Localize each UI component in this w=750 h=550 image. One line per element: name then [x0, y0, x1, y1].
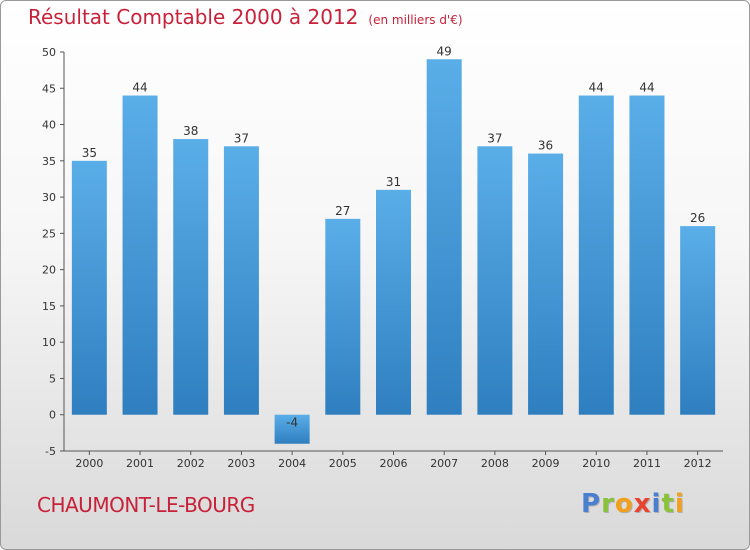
y-tick-label: 0 — [49, 409, 56, 422]
bar — [223, 146, 259, 415]
data-label: 37 — [487, 131, 502, 145]
y-tick-label: 50 — [42, 46, 56, 59]
data-label: 49 — [437, 44, 452, 58]
y-tick-label: 5 — [49, 372, 56, 385]
y-tick-label: 10 — [42, 336, 56, 349]
x-tick-label: 2009 — [532, 457, 560, 470]
data-label: 38 — [183, 124, 198, 138]
y-tick-label: 35 — [42, 155, 56, 168]
bar — [122, 95, 158, 415]
bar — [629, 95, 665, 415]
x-tick-label: 2008 — [481, 457, 509, 470]
proxiti-logo[interactable]: Proxiti — [581, 489, 685, 519]
title-text: Résultat Comptable 2000 à 2012 — [28, 5, 359, 29]
bar — [528, 153, 564, 415]
data-label: 35 — [82, 146, 97, 160]
data-label: 44 — [132, 81, 147, 95]
data-label: 31 — [386, 175, 401, 189]
logo-letter: x — [633, 489, 652, 519]
data-label: 44 — [639, 81, 654, 95]
x-tick-label: 2010 — [582, 457, 610, 470]
x-tick-label: 2012 — [684, 457, 712, 470]
chart-subtitle: (en milliers d'€) — [368, 13, 463, 27]
y-tick-label: 30 — [42, 191, 56, 204]
x-tick-label: 2000 — [75, 457, 103, 470]
bar — [426, 59, 462, 415]
y-tick-label: 15 — [42, 300, 56, 313]
bar — [274, 414, 310, 444]
bar — [173, 139, 209, 415]
bar — [325, 218, 361, 415]
y-tick-label: 40 — [42, 119, 56, 132]
data-label: 27 — [335, 204, 350, 218]
bar — [578, 95, 614, 415]
logo-letter: r — [601, 489, 615, 519]
data-label: -4 — [286, 416, 298, 430]
y-tick-label: 25 — [42, 227, 56, 240]
logo-letter: P — [581, 489, 602, 519]
data-label: 37 — [234, 131, 249, 145]
logo-letter: i — [674, 489, 685, 519]
x-tick-label: 2002 — [177, 457, 205, 470]
x-tick-label: 2007 — [430, 457, 458, 470]
logo-letter: i — [651, 489, 662, 519]
y-tick-label: 45 — [42, 82, 56, 95]
x-tick-label: 2006 — [380, 457, 408, 470]
logo-letter: t — [661, 489, 675, 519]
x-tick-label: 2011 — [633, 457, 661, 470]
data-label: 26 — [690, 211, 705, 225]
data-label: 36 — [538, 139, 553, 153]
x-tick-label: 2004 — [278, 457, 306, 470]
y-tick-label: -5 — [45, 445, 56, 458]
x-tick-label: 2001 — [126, 457, 154, 470]
bar — [71, 160, 107, 415]
bar — [376, 189, 411, 415]
place-name: CHAUMONT-LE-BOURG — [37, 493, 255, 517]
bar — [680, 226, 716, 415]
chart-title: Résultat Comptable 2000 à 2012 (en millie… — [28, 5, 463, 29]
x-tick-label: 2005 — [329, 457, 357, 470]
data-label: 44 — [589, 81, 604, 95]
logo-letter: o — [614, 489, 634, 519]
x-tick-label: 2003 — [227, 457, 255, 470]
y-tick-label: 20 — [42, 264, 56, 277]
bar — [477, 146, 513, 415]
